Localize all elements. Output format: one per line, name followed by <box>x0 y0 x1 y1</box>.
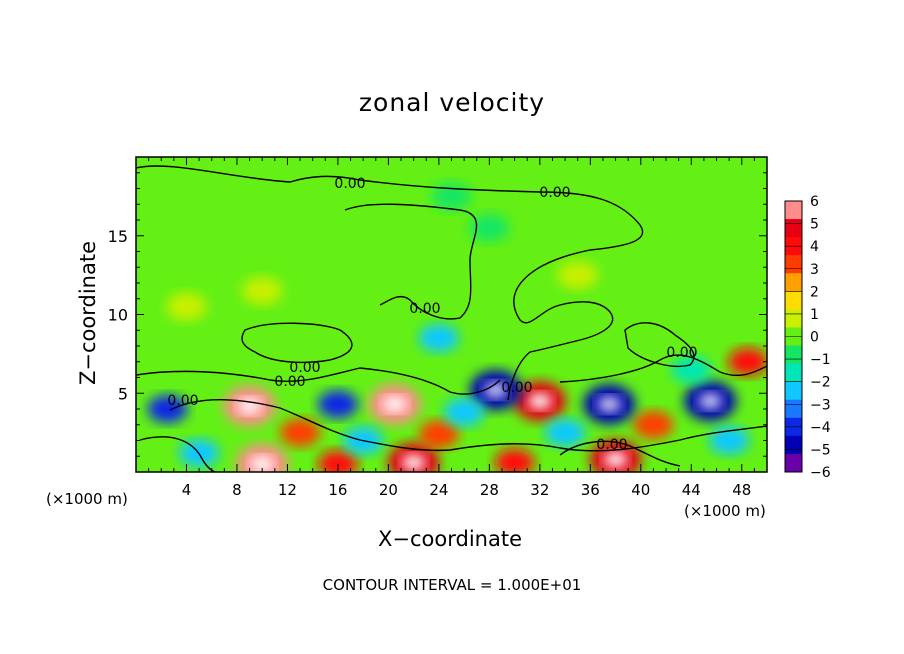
colorbar-segment <box>785 309 802 328</box>
colorbar-segment <box>785 381 802 401</box>
x-tick-label: 20 <box>379 481 398 499</box>
colorbar-segment <box>785 453 802 473</box>
field-cell-core <box>382 396 407 413</box>
contour-label: 0.00 <box>167 393 198 409</box>
field-cell <box>469 213 510 242</box>
x-tick-label: 12 <box>278 481 297 499</box>
chart-title: zonal velocity <box>358 88 546 117</box>
colorbar-segment <box>785 219 802 238</box>
y-axis: 5 10 15 <box>108 156 767 473</box>
x-axis: 4 8 12 16 20 24 28 32 36 40 44 48 <box>135 157 768 499</box>
colorbar-segment <box>785 399 802 419</box>
contour-label: 0.00 <box>289 360 320 376</box>
contour-line <box>169 398 767 452</box>
field-cell-core <box>401 454 426 471</box>
field-cell-core <box>603 451 628 468</box>
velocity-field <box>136 157 767 472</box>
field-cell <box>317 450 358 472</box>
colorbar-tick-label: −2 <box>810 375 831 391</box>
colorbar-tick-label: −5 <box>810 442 831 458</box>
colorbar-segment <box>785 201 802 220</box>
colorbar-tick-label: 3 <box>810 262 819 278</box>
field-cell <box>444 398 485 427</box>
contour-line <box>136 367 501 395</box>
contour-line <box>559 440 681 467</box>
x-tick-label: 16 <box>328 481 347 499</box>
y-tick-label: 5 <box>118 384 128 403</box>
field-cell <box>147 395 188 423</box>
contour-label: 0.00 <box>501 380 532 396</box>
contour-line <box>241 322 353 364</box>
contour-labels: 0.000.000.000.000.000.000.000.000.00 <box>167 176 697 453</box>
field-cell-core <box>250 456 275 472</box>
colorbar-segment <box>785 435 802 455</box>
x-tick-label: 36 <box>581 481 600 499</box>
colorbar-tick-label: 2 <box>810 284 819 300</box>
colorbar-tick-label: −6 <box>810 465 831 481</box>
colorbar-segment <box>785 345 802 365</box>
contour-label: 0.00 <box>666 345 697 361</box>
field-cell-core <box>237 397 262 414</box>
contour-label: 0.00 <box>539 185 570 201</box>
field-cell-core <box>698 393 723 410</box>
field-cell <box>431 182 472 211</box>
field-cell <box>709 426 750 455</box>
colorbar-segment <box>785 273 802 292</box>
contour-label: 0.00 <box>409 301 440 317</box>
colorbar-segment <box>785 255 802 274</box>
colorbar-tick-label: −3 <box>810 397 831 413</box>
field-cell-core <box>483 382 508 399</box>
field-cell <box>317 390 358 419</box>
colorbar: 6 5 4 3 2 1 0 −1 −2 −3 −4 −5 −6 <box>784 194 831 481</box>
x-tick-label: 48 <box>732 481 751 499</box>
field-cell <box>545 418 586 447</box>
field-cell <box>418 420 459 449</box>
contour-line <box>139 436 216 472</box>
colorbar-segment <box>785 363 802 383</box>
field-cell <box>166 292 207 321</box>
field-cell <box>671 355 712 384</box>
field-cell <box>728 347 767 376</box>
x-tick-label: 40 <box>631 481 650 499</box>
field-cell <box>242 276 283 305</box>
colorbar-tick-label: 6 <box>810 194 819 210</box>
field-cell-core <box>527 393 552 410</box>
x-tick-label: 4 <box>182 481 192 499</box>
contour-interval-note: CONTOUR INTERVAL = 1.000E+01 <box>322 576 582 594</box>
x-tick-label: 32 <box>530 481 549 499</box>
contour-line <box>559 354 767 383</box>
field-cell <box>557 261 598 290</box>
x-tick-label: 8 <box>232 481 242 499</box>
colorbar-tick-label: 1 <box>810 307 819 323</box>
field-cell <box>418 324 459 353</box>
contour-label: 0.00 <box>274 374 305 390</box>
x-tick-label: 44 <box>682 481 701 499</box>
colorbar-tick-label: −4 <box>810 420 831 436</box>
x-tick-label: 28 <box>480 481 499 499</box>
field-cell <box>280 418 321 447</box>
contour-line <box>344 203 478 320</box>
y-tick-label: 15 <box>108 227 128 246</box>
colorbar-tick-label: 4 <box>810 239 819 255</box>
colorbar-tick-label: −1 <box>810 352 831 368</box>
x-unit-label-left: (×1000 m) <box>46 490 128 508</box>
y-tick-label: 10 <box>108 306 128 325</box>
field-cell <box>494 448 535 472</box>
field-cell <box>633 410 674 439</box>
x-axis-label: X−coordinate <box>378 527 522 551</box>
colorbar-segment <box>785 291 802 310</box>
x-tick-label: 24 <box>429 481 448 499</box>
colorbar-tick-label: 0 <box>810 330 819 346</box>
field-cell-core <box>597 396 622 413</box>
contour-line <box>624 322 695 367</box>
colorbar-tick-label: 5 <box>810 217 819 233</box>
contour-label: 0.00 <box>596 437 627 453</box>
contour-line <box>136 165 644 401</box>
contour-label: 0.00 <box>334 176 365 192</box>
zero-contours <box>136 165 767 472</box>
x-unit-label-right: (×1000 m) <box>684 502 766 520</box>
